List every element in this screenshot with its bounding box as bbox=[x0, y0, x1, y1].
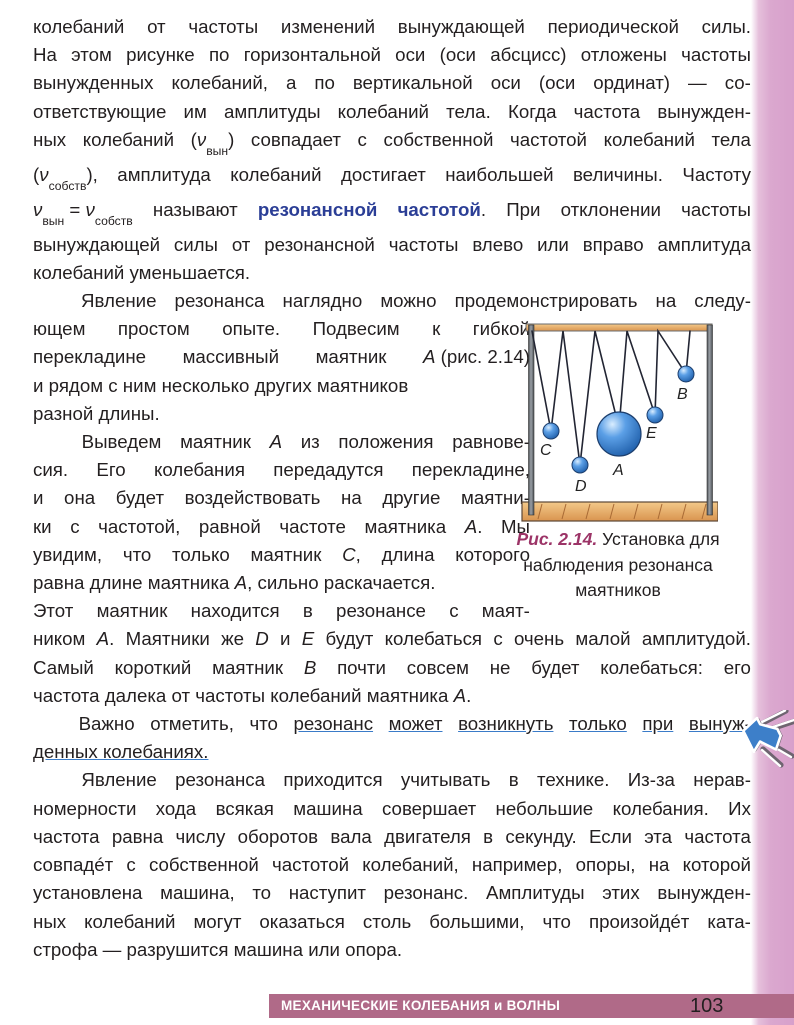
svg-text:D: D bbox=[575, 478, 587, 495]
svg-text:B: B bbox=[677, 386, 688, 403]
svg-text:E: E bbox=[646, 425, 657, 442]
svg-text:A: A bbox=[612, 462, 624, 479]
svg-text:C: C bbox=[540, 442, 552, 459]
